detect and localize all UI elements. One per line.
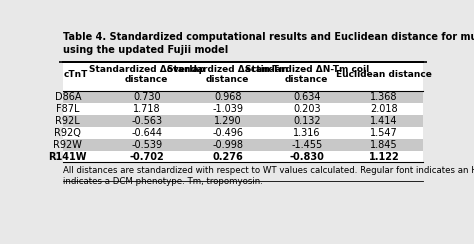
- Text: 0.132: 0.132: [293, 116, 320, 126]
- Bar: [63, 62, 423, 163]
- Text: 1.718: 1.718: [133, 104, 161, 114]
- Text: 1.122: 1.122: [369, 152, 400, 162]
- Text: R92W: R92W: [54, 140, 82, 150]
- Text: R92L: R92L: [55, 116, 80, 126]
- Text: 1.368: 1.368: [370, 92, 398, 102]
- Text: 0.634: 0.634: [293, 92, 320, 102]
- Text: 0.276: 0.276: [212, 152, 243, 162]
- Text: All distances are standardized with respect to WT values calculated. Regular fon: All distances are standardized with resp…: [63, 166, 474, 186]
- Text: cTnT: cTnT: [64, 70, 88, 79]
- Text: -0.563: -0.563: [131, 116, 162, 126]
- Text: Standardized Δoverlap
distance: Standardized Δoverlap distance: [89, 65, 205, 84]
- Text: -0.496: -0.496: [212, 128, 243, 138]
- Text: 1.316: 1.316: [293, 128, 320, 138]
- Text: F87L: F87L: [56, 104, 80, 114]
- Text: Euclidean distance: Euclidean distance: [336, 70, 432, 79]
- Text: 1.290: 1.290: [214, 116, 241, 126]
- Text: Standardized ΔN-Tm coil
distance: Standardized ΔN-Tm coil distance: [245, 65, 369, 84]
- Bar: [63, 91, 423, 103]
- Bar: [63, 139, 423, 151]
- Bar: [63, 115, 423, 127]
- Text: 2.018: 2.018: [370, 104, 398, 114]
- Text: -0.998: -0.998: [212, 140, 243, 150]
- Text: -1.455: -1.455: [291, 140, 322, 150]
- Text: -0.830: -0.830: [289, 152, 324, 162]
- Text: 0.968: 0.968: [214, 92, 241, 102]
- Text: 0.203: 0.203: [293, 104, 320, 114]
- Text: Table 4. Standardized computational results and Euclidean distance for mutations: Table 4. Standardized computational resu…: [63, 32, 474, 55]
- Text: -0.644: -0.644: [131, 128, 162, 138]
- Text: R141W: R141W: [48, 152, 87, 162]
- Text: R92Q: R92Q: [55, 128, 81, 138]
- Text: -1.039: -1.039: [212, 104, 243, 114]
- Text: 1.845: 1.845: [370, 140, 398, 150]
- Text: Standardized Δactin-Tm
distance: Standardized Δactin-Tm distance: [167, 65, 288, 84]
- Text: D86A: D86A: [55, 92, 81, 102]
- Text: 1.414: 1.414: [370, 116, 398, 126]
- Text: -0.702: -0.702: [129, 152, 164, 162]
- Text: -0.539: -0.539: [131, 140, 162, 150]
- Text: 0.730: 0.730: [133, 92, 161, 102]
- Text: 1.547: 1.547: [370, 128, 398, 138]
